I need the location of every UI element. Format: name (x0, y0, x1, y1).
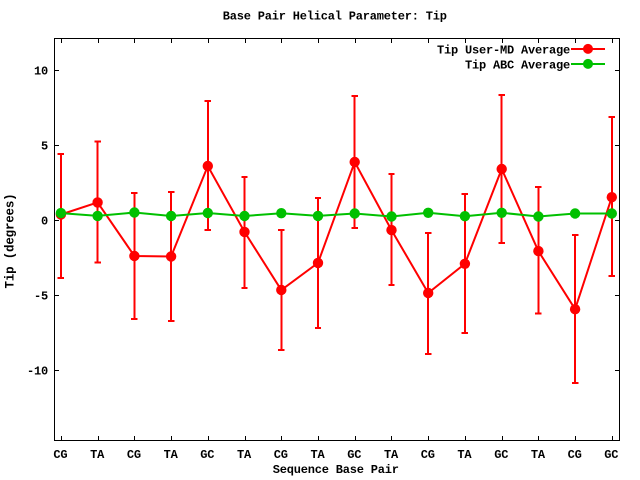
svg-text:GC: GC (347, 448, 361, 462)
svg-text:TA: TA (384, 448, 399, 462)
svg-text:0: 0 (41, 215, 48, 229)
svg-text:Tip ABC Average: Tip ABC Average (465, 58, 570, 72)
svg-text:TA: TA (310, 448, 325, 462)
svg-text:GC: GC (200, 448, 214, 462)
svg-text:Base Pair Helical Parameter: T: Base Pair Helical Parameter: Tip (223, 10, 447, 24)
svg-text:CG: CG (53, 448, 67, 462)
svg-text:Tip (degrees): Tip (degrees) (3, 194, 17, 289)
svg-text:CG: CG (274, 448, 288, 462)
svg-text:Sequence Base Pair: Sequence Base Pair (273, 463, 399, 477)
svg-text:-10: -10 (27, 365, 48, 379)
svg-text:TA: TA (90, 448, 105, 462)
svg-text:CG: CG (568, 448, 582, 462)
svg-text:TA: TA (237, 448, 252, 462)
svg-text:GC: GC (604, 448, 618, 462)
svg-text:-5: -5 (34, 290, 48, 304)
svg-text:TA: TA (457, 448, 472, 462)
svg-text:CG: CG (421, 448, 435, 462)
svg-text:Tip User-MD Average: Tip User-MD Average (437, 43, 570, 57)
svg-text:5: 5 (41, 140, 48, 154)
svg-text:GC: GC (494, 448, 508, 462)
svg-text:TA: TA (164, 448, 179, 462)
svg-text:10: 10 (34, 65, 48, 79)
svg-text:TA: TA (531, 448, 546, 462)
svg-text:CG: CG (127, 448, 141, 462)
